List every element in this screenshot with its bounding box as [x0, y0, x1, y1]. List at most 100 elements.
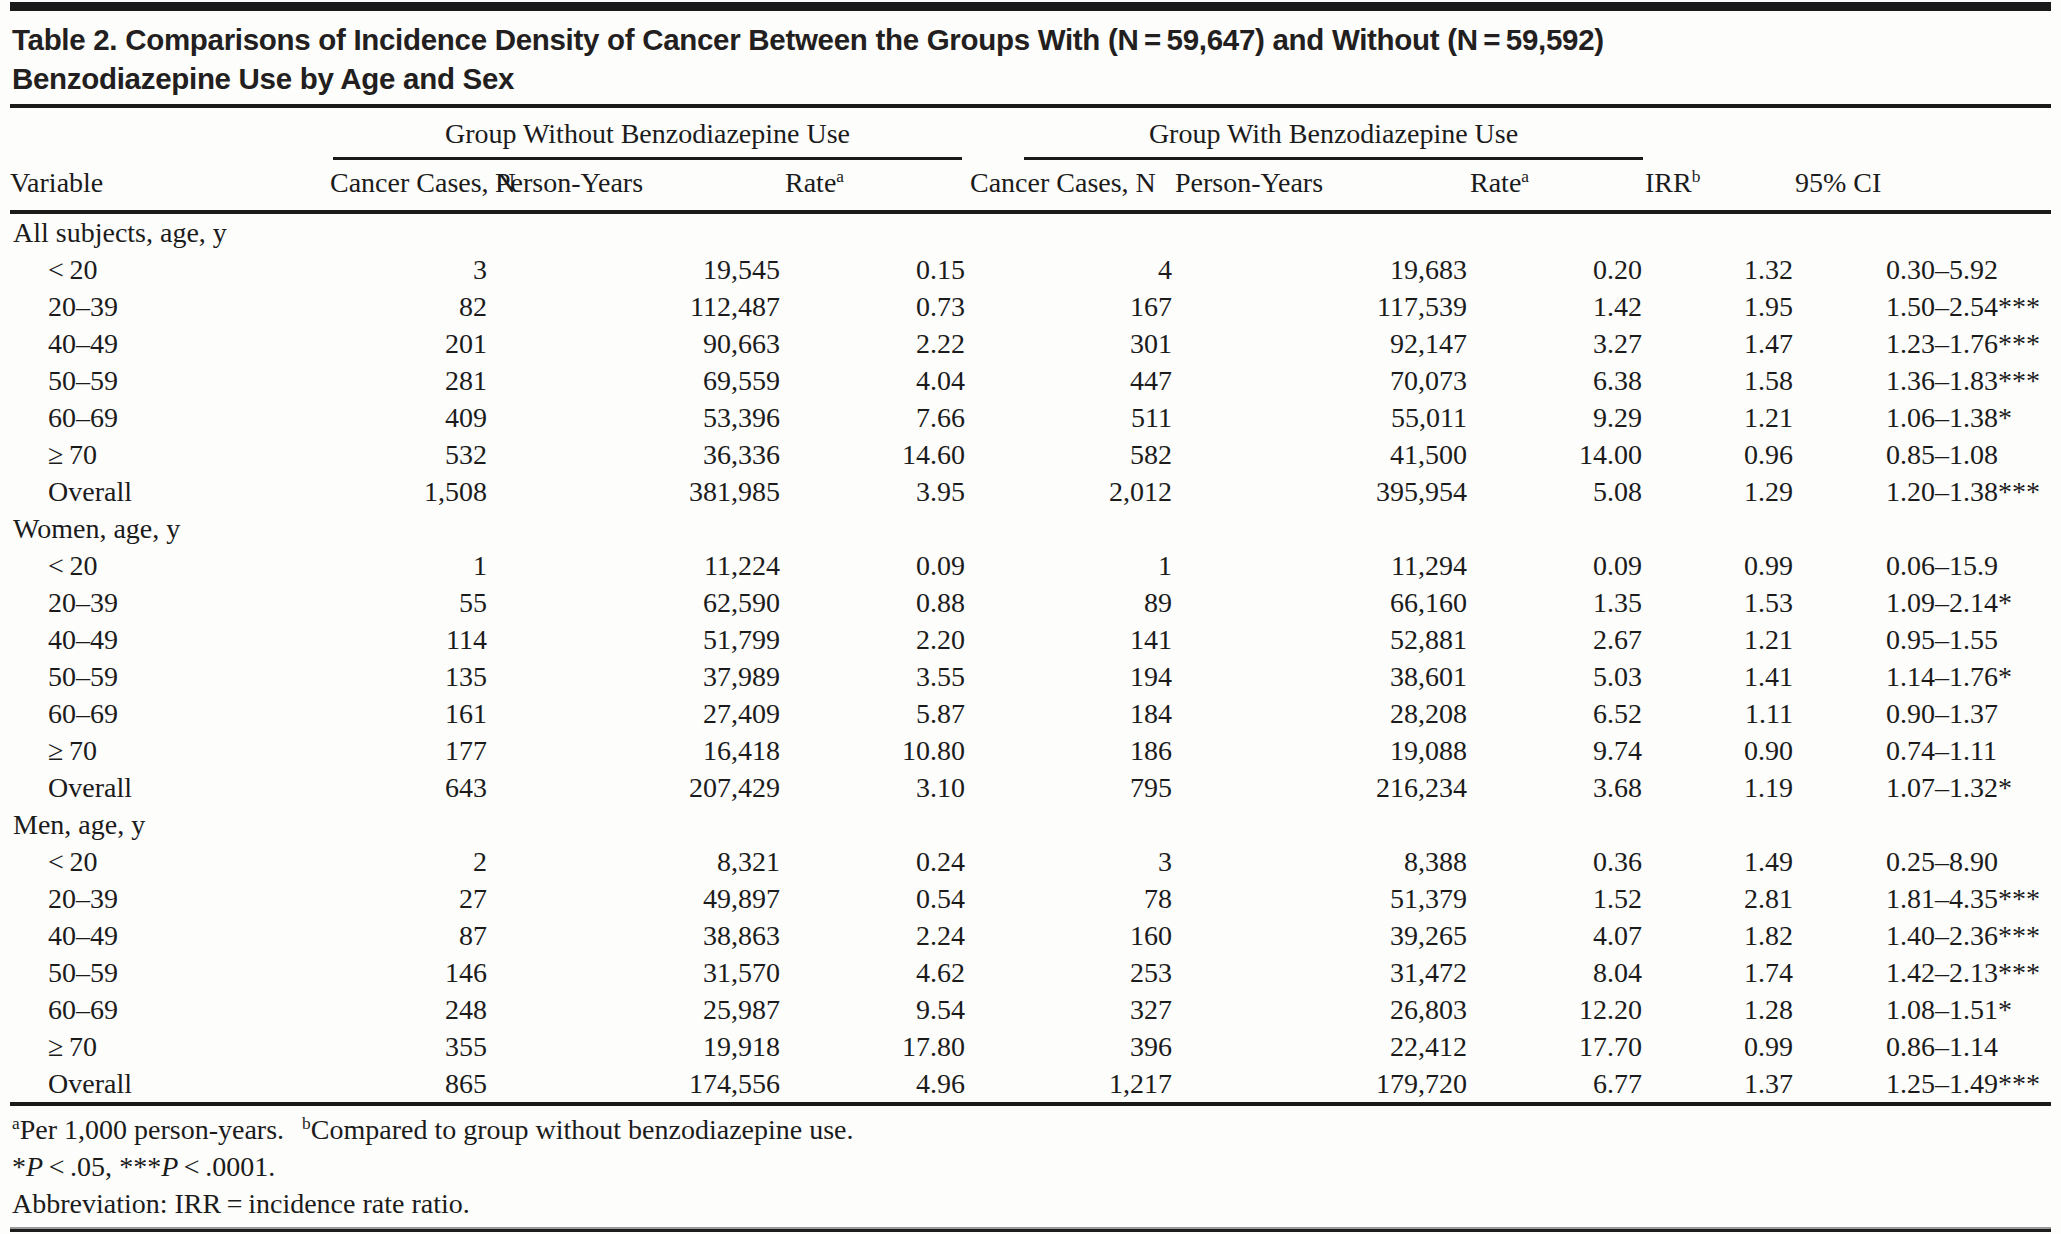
value-cell: 0.54: [785, 880, 970, 917]
value-cell: 0.73: [785, 288, 970, 325]
value-cell: 1.47: [1645, 325, 1795, 362]
value-cell: 9.54: [785, 991, 970, 1028]
age-group-label: Overall: [10, 769, 330, 806]
table-row: 60–6940953,3967.6651155,0119.291.211.06–…: [10, 399, 2051, 436]
age-group-label: 20–39: [10, 584, 330, 621]
table-title-line2: Benzodiazepine Use by Age and Sex: [12, 59, 2049, 98]
value-cell: 1.32: [1645, 251, 1795, 288]
table-row: 40–4911451,7992.2014152,8812.671.210.95–…: [10, 621, 2051, 658]
value-cell: 0.74–1.11: [1795, 732, 2051, 769]
group-with-label: Group With Benzodiazepine Use: [1024, 116, 1643, 160]
value-cell: 1,217: [970, 1065, 1175, 1104]
value-cell: 0.88: [785, 584, 970, 621]
value-cell: 0.99: [1645, 547, 1795, 584]
value-cell: 281: [330, 362, 495, 399]
col-rate-with: Ratea: [1470, 160, 1645, 212]
age-group-label: < 20: [10, 547, 330, 584]
value-cell: 1.41: [1645, 658, 1795, 695]
col-person-years-with: Person-Years: [1175, 160, 1470, 212]
value-cell: 1.74: [1645, 954, 1795, 991]
value-cell: 87: [330, 917, 495, 954]
value-cell: 19,918: [495, 1028, 785, 1065]
value-cell: 0.30–5.92: [1795, 251, 2051, 288]
value-cell: 201: [330, 325, 495, 362]
col-cancer-cases-with: Cancer Cases, N: [970, 160, 1175, 212]
footnote-a-marker: a: [12, 1114, 20, 1133]
value-cell: 55: [330, 584, 495, 621]
value-cell: 1.21: [1645, 399, 1795, 436]
value-cell: 2.22: [785, 325, 970, 362]
group-header-spacer: [1795, 108, 2051, 160]
table-row: < 2028,3210.2438,3880.361.490.25–8.90: [10, 843, 2051, 880]
age-group-label: 40–49: [10, 917, 330, 954]
table-row: 20–3982112,4870.73167117,5391.421.951.50…: [10, 288, 2051, 325]
value-cell: 1.81–4.35***: [1795, 880, 2051, 917]
value-cell: 7.66: [785, 399, 970, 436]
value-cell: 0.25–8.90: [1795, 843, 2051, 880]
value-cell: 37,989: [495, 658, 785, 695]
group-header-spacer: [10, 108, 330, 160]
section-header-row: Men, age, y: [10, 806, 2051, 843]
value-cell: 38,863: [495, 917, 785, 954]
value-cell: 253: [970, 954, 1175, 991]
value-cell: 3.10: [785, 769, 970, 806]
value-cell: 22,412: [1175, 1028, 1470, 1065]
age-group-label: 60–69: [10, 399, 330, 436]
value-cell: 66,160: [1175, 584, 1470, 621]
table-row: ≥ 7035519,91817.8039622,41217.700.990.86…: [10, 1028, 2051, 1065]
value-cell: 1.23–1.76***: [1795, 325, 2051, 362]
age-group-label: 50–59: [10, 954, 330, 991]
value-cell: 1.29: [1645, 473, 1795, 510]
value-cell: 92,147: [1175, 325, 1470, 362]
value-cell: 186: [970, 732, 1175, 769]
value-cell: 6.77: [1470, 1065, 1645, 1104]
title-bar-rule: [10, 2, 2051, 11]
table-row: 20–392749,8970.547851,3791.522.811.81–4.…: [10, 880, 2051, 917]
section-label: All subjects, age, y: [10, 212, 2051, 251]
value-cell: 3.68: [1470, 769, 1645, 806]
value-cell: 865: [330, 1065, 495, 1104]
age-group-label: 60–69: [10, 991, 330, 1028]
value-cell: 1.50–2.54***: [1795, 288, 2051, 325]
value-cell: 1.95: [1645, 288, 1795, 325]
table-row: 50–5928169,5594.0444770,0736.381.581.36–…: [10, 362, 2051, 399]
table-row: ≥ 7017716,41810.8018619,0889.740.900.74–…: [10, 732, 2051, 769]
value-cell: 28,208: [1175, 695, 1470, 732]
value-cell: 6.38: [1470, 362, 1645, 399]
value-cell: 27,409: [495, 695, 785, 732]
group-header-spacer: [1645, 108, 1795, 160]
value-cell: 89: [970, 584, 1175, 621]
value-cell: 52,881: [1175, 621, 1470, 658]
group-with-header: Group With Benzodiazepine Use: [970, 108, 1645, 160]
value-cell: 3: [970, 843, 1175, 880]
value-cell: 1.36–1.83***: [1795, 362, 2051, 399]
value-cell: 381,985: [495, 473, 785, 510]
value-cell: 5.87: [785, 695, 970, 732]
group-without-header: Group Without Benzodiazepine Use: [330, 108, 970, 160]
value-cell: 38,601: [1175, 658, 1470, 695]
value-cell: 70,073: [1175, 362, 1470, 399]
value-cell: 1.37: [1645, 1065, 1795, 1104]
data-table: Group Without Benzodiazepine Use Group W…: [10, 108, 2051, 1106]
value-cell: 4.96: [785, 1065, 970, 1104]
value-cell: 174,556: [495, 1065, 785, 1104]
value-cell: 409: [330, 399, 495, 436]
value-cell: 0.15: [785, 251, 970, 288]
value-cell: 49,897: [495, 880, 785, 917]
table-row: Overall1,508381,9853.952,012395,9545.081…: [10, 473, 2051, 510]
age-group-label: Overall: [10, 473, 330, 510]
value-cell: 161: [330, 695, 495, 732]
age-group-label: 20–39: [10, 288, 330, 325]
footnote-rates: aPer 1,000 person-years.bCompared to gro…: [12, 1111, 2049, 1148]
value-cell: 160: [970, 917, 1175, 954]
table-row: ≥ 7053236,33614.6058241,50014.000.960.85…: [10, 436, 2051, 473]
value-cell: 4.62: [785, 954, 970, 991]
value-cell: 396: [970, 1028, 1175, 1065]
age-group-label: ≥ 70: [10, 732, 330, 769]
value-cell: 8,321: [495, 843, 785, 880]
value-cell: 16,418: [495, 732, 785, 769]
value-cell: 0.20: [1470, 251, 1645, 288]
value-cell: 11,294: [1175, 547, 1470, 584]
table-row: 40–4920190,6632.2230192,1473.271.471.23–…: [10, 325, 2051, 362]
col-irr: IRRb: [1645, 160, 1795, 212]
